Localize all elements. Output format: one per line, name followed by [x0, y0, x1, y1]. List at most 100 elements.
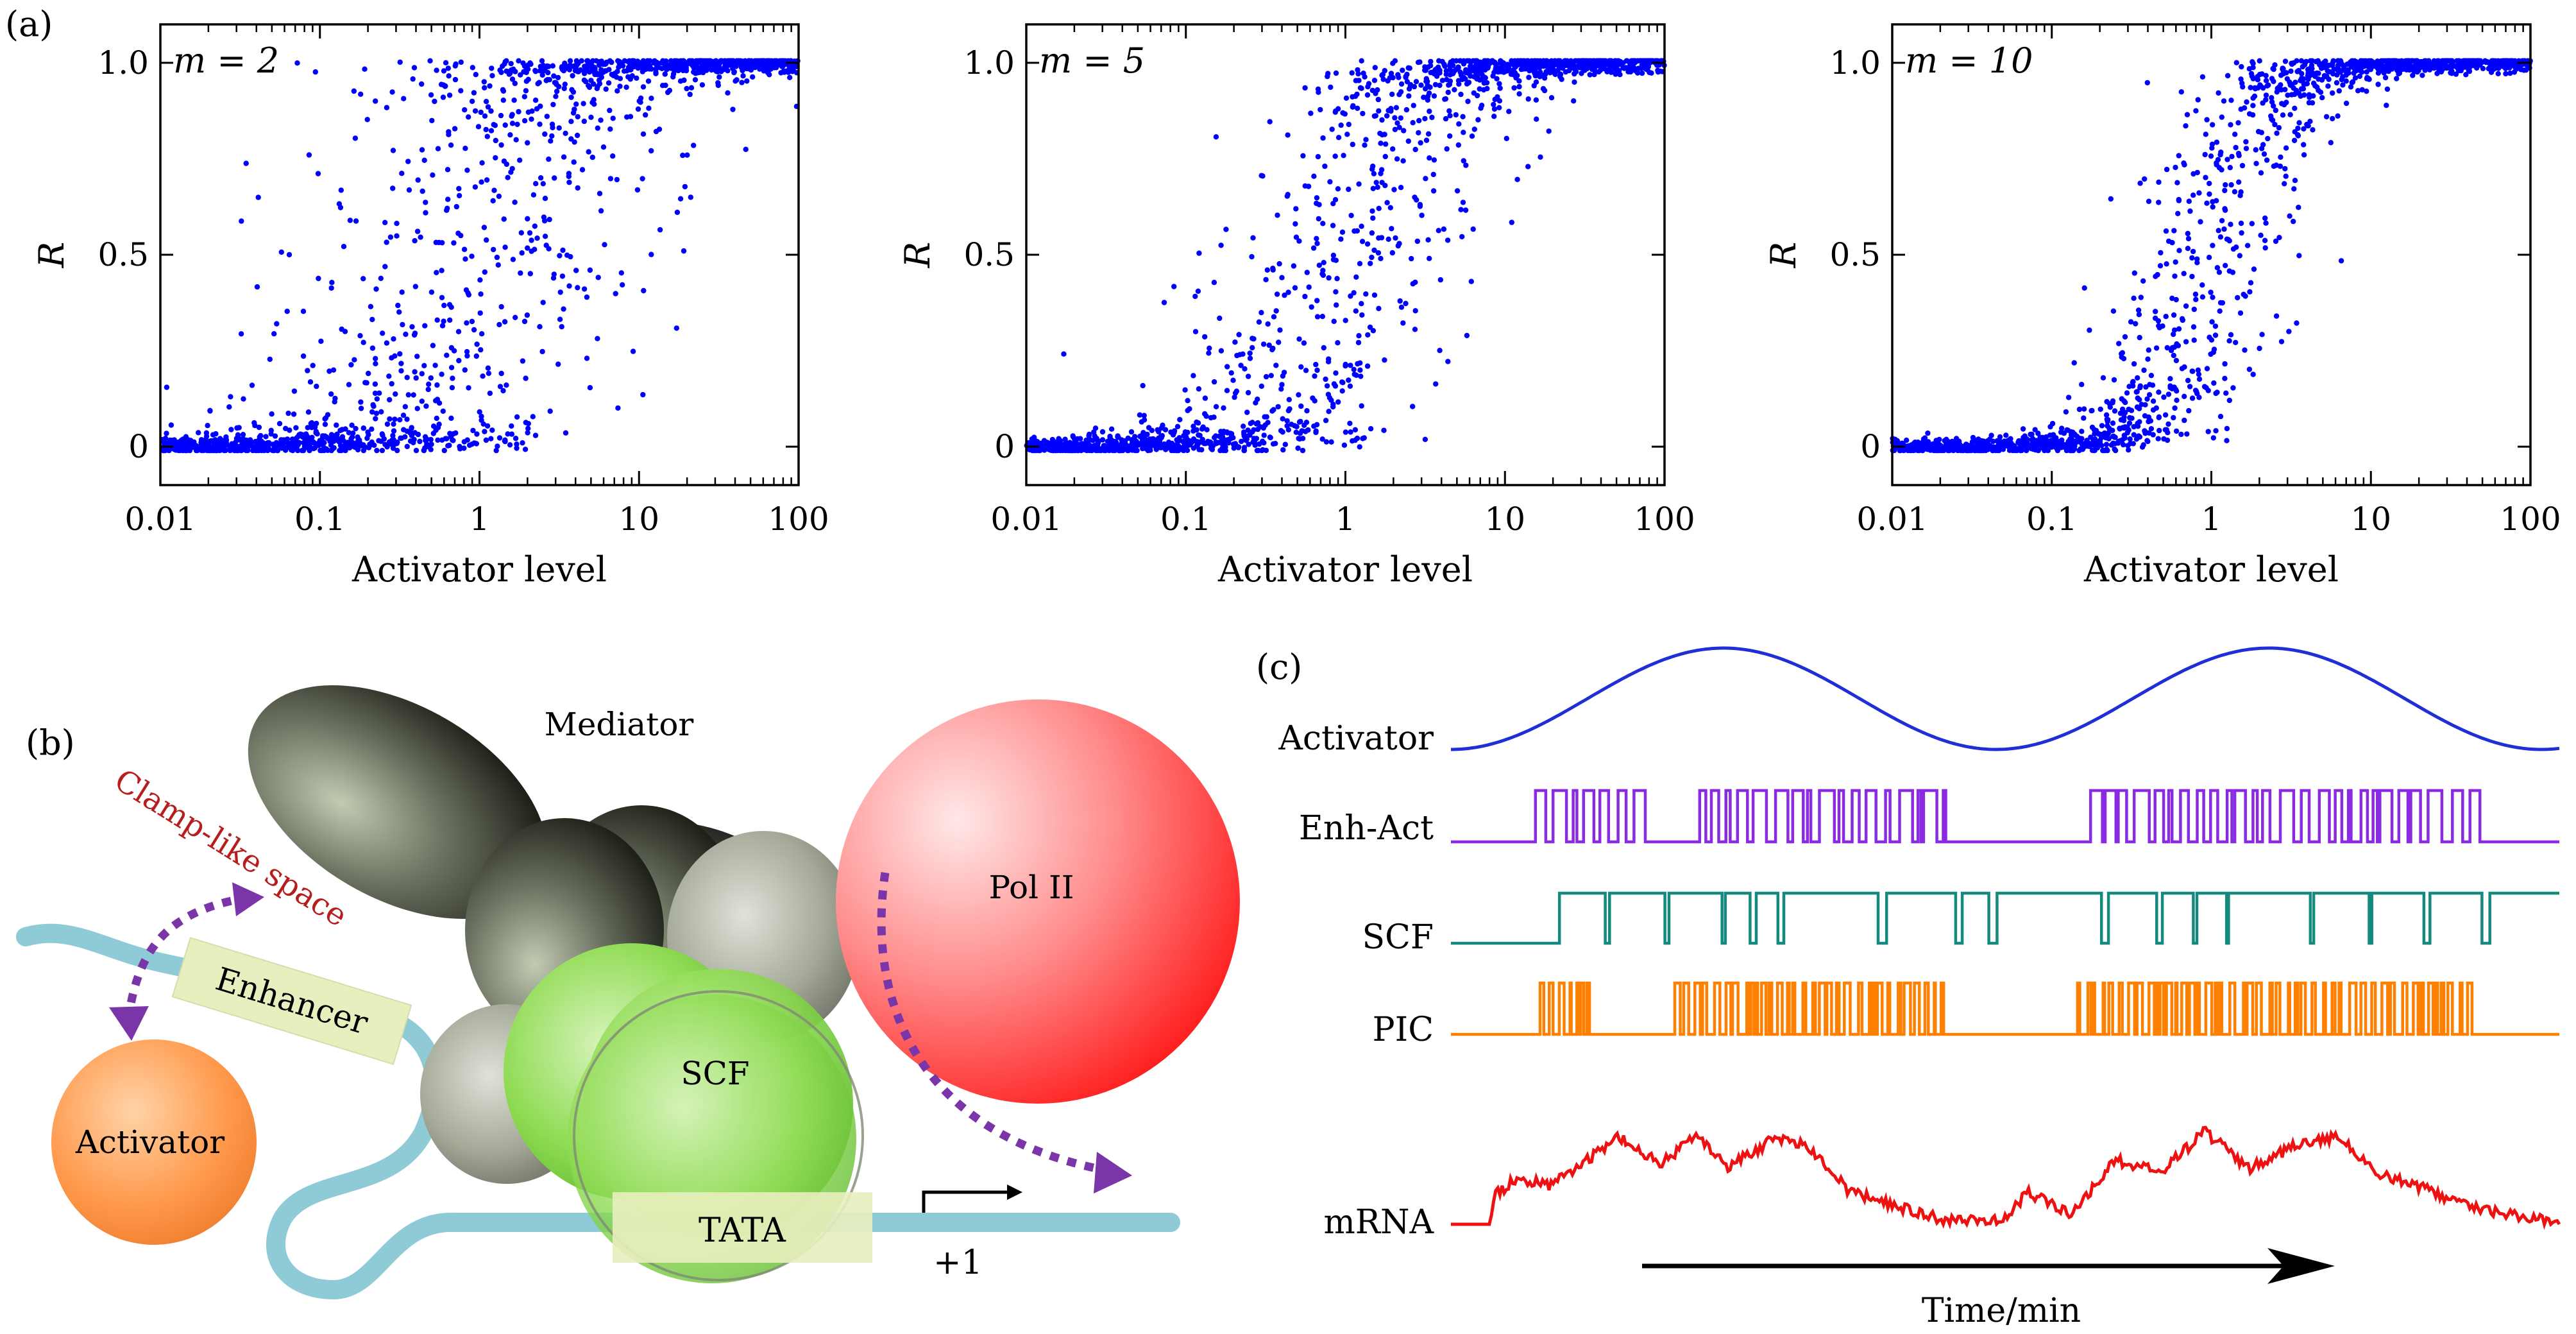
- scatter-point: [1182, 387, 1188, 393]
- scatter-point: [300, 309, 307, 314]
- scatter-point: [610, 115, 616, 121]
- scatter-point: [768, 60, 774, 65]
- scatter-point: [289, 436, 296, 442]
- scatter-point: [2441, 58, 2448, 64]
- scatter-point: [2224, 425, 2230, 432]
- scatter-point: [2176, 198, 2182, 203]
- scatter-point: [227, 447, 233, 454]
- scatter-point: [1362, 74, 1368, 80]
- scatter-point: [1421, 94, 1427, 100]
- scatter-point: [602, 242, 607, 248]
- scatter-point: [274, 321, 280, 327]
- scatter-point: [1185, 429, 1191, 436]
- scatter-point: [1359, 403, 1364, 409]
- scatter-point: [439, 295, 445, 300]
- x-tick-label: 1: [470, 500, 490, 538]
- scatter-point: [2067, 436, 2073, 442]
- scatter-point: [1944, 440, 1950, 446]
- scatter-point: [2310, 127, 2316, 133]
- scatter-point: [2445, 64, 2450, 70]
- scatter-point: [2116, 341, 2122, 346]
- scatter-point: [336, 439, 342, 445]
- scatter-point: [2495, 71, 2501, 77]
- scatter-point: [1378, 235, 1385, 241]
- scatter-point: [1505, 64, 1511, 70]
- scatter-point: [240, 440, 246, 445]
- scatter-point: [1571, 98, 1577, 104]
- scatter-point: [390, 148, 396, 153]
- scatter-point: [1369, 254, 1375, 261]
- scatter-point: [1343, 95, 1350, 101]
- scatter-point: [463, 287, 470, 293]
- scatter-point: [409, 324, 415, 330]
- scatter-point: [2194, 256, 2200, 262]
- scatter-point: [648, 252, 654, 257]
- scatter-point: [1411, 103, 1416, 108]
- scatter-point: [440, 94, 446, 100]
- scatter-point: [584, 294, 590, 300]
- scatter-point: [1145, 447, 1151, 454]
- scatter-point: [1314, 235, 1319, 241]
- scatter-point: [2199, 294, 2206, 300]
- scatter-point: [1617, 72, 1623, 78]
- scatter-point: [2226, 397, 2232, 404]
- scatter-point: [2153, 309, 2158, 314]
- scatter-point: [1520, 65, 1526, 71]
- scatter-point: [482, 269, 487, 275]
- scatter-point: [1370, 185, 1376, 191]
- scatter-point: [2079, 429, 2085, 434]
- scatter-point: [2157, 325, 2162, 330]
- scatter-point: [2217, 308, 2223, 314]
- scatter-point: [258, 432, 264, 439]
- scatter-point: [1194, 442, 1201, 449]
- scatter-point: [2069, 432, 2074, 438]
- scatter-point: [1353, 274, 1359, 280]
- scatter-point: [495, 443, 500, 449]
- scatter-point: [2299, 71, 2305, 77]
- scatter-point: [1464, 81, 1470, 87]
- scatter-point: [2228, 332, 2234, 338]
- scatter-point: [2364, 89, 2369, 94]
- scatter-point: [1398, 304, 1405, 310]
- scatter-point: [495, 262, 501, 268]
- scatter-point: [640, 62, 646, 69]
- scatter-point: [1339, 379, 1345, 385]
- scatter-point: [1445, 359, 1451, 364]
- scatter-point: [1200, 424, 1206, 430]
- y-tick-label: 1.0: [1829, 44, 1881, 81]
- scatter-point: [1496, 67, 1503, 73]
- scatter-point: [473, 353, 479, 359]
- scatter-point: [411, 332, 418, 338]
- scatter-point: [1137, 412, 1143, 418]
- x-tick-label: 0.01: [124, 500, 196, 538]
- scatter-point: [419, 147, 425, 153]
- scatter-point: [451, 240, 457, 246]
- scatter-point: [349, 443, 355, 449]
- scatter-point: [309, 434, 315, 440]
- scatter-point: [750, 74, 756, 80]
- scatter-point: [1464, 332, 1470, 339]
- scatter-point: [2348, 84, 2354, 90]
- scatter-point: [2343, 72, 2349, 78]
- scatter-point: [1576, 58, 1582, 64]
- scatter-point: [478, 291, 484, 297]
- scatter-point: [325, 412, 331, 418]
- scatter-point: [1196, 386, 1202, 392]
- scatter-point: [1161, 300, 1167, 305]
- scatter-point: [447, 317, 453, 323]
- scatter-point: [1224, 430, 1231, 436]
- scatter-point: [2321, 73, 2328, 79]
- scatter-point: [2262, 215, 2268, 221]
- scatter-point: [1340, 110, 1346, 116]
- scatter-point: [2223, 262, 2228, 268]
- scatter-point: [1418, 140, 1423, 146]
- scatter-point: [507, 442, 513, 448]
- scatter-point: [1330, 401, 1336, 407]
- scatter-point: [600, 69, 606, 75]
- scatter-point: [265, 440, 271, 446]
- scatter-point: [562, 81, 568, 87]
- scatter-point: [2513, 65, 2519, 71]
- scatter-point: [607, 107, 613, 114]
- scatter-point: [1306, 284, 1312, 290]
- scatter-point: [1552, 61, 1557, 67]
